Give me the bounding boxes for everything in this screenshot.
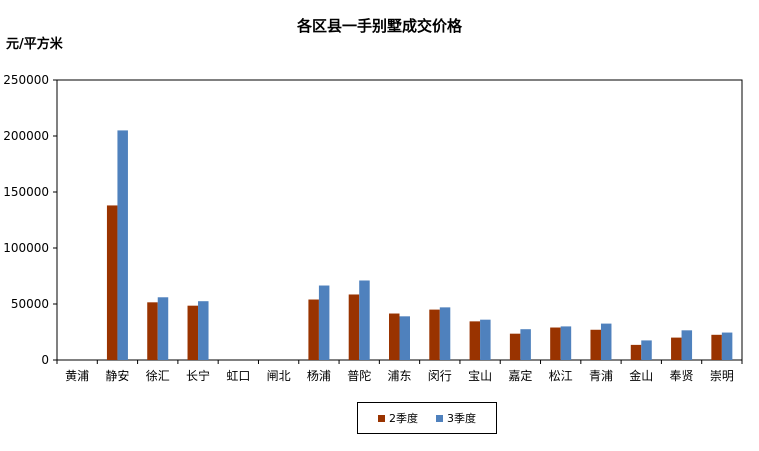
x-tick-label: 青浦 [589, 369, 613, 383]
x-tick-label: 宝山 [468, 369, 492, 383]
bar-q2-松江 [550, 327, 561, 360]
bar-q2-闵行 [429, 309, 440, 360]
chart-title: 各区县一手别墅成交价格 [296, 17, 462, 35]
legend-item-q3: 3季度 [436, 410, 476, 426]
y-tick-label: 50000 [11, 297, 49, 311]
bar-q3-静安 [117, 130, 128, 360]
y-tick-label: 0 [41, 353, 49, 367]
legend: 2季度 3季度 [357, 402, 497, 434]
y-tick-label: 200000 [3, 129, 49, 143]
x-tick-label: 杨浦 [307, 368, 331, 383]
x-tick-label: 嘉定 [508, 368, 532, 383]
x-tick-label: 闸北 [267, 369, 291, 383]
x-tick-label: 静安 [105, 368, 129, 383]
x-tick-label: 长宁 [186, 368, 210, 383]
bar-q2-金山 [630, 344, 642, 360]
legend-swatch-q2 [378, 414, 385, 422]
legend-item-q2: 2季度 [378, 410, 418, 426]
bar-q3-杨浦 [318, 285, 330, 360]
bar-q2-宝山 [469, 321, 481, 360]
legend-label-q3: 3季度 [447, 412, 476, 425]
x-tick-label: 黄浦 [65, 369, 89, 383]
bar-q3-普陀 [359, 280, 370, 360]
bar-q3-闵行 [439, 307, 451, 360]
bar-q2-静安 [106, 205, 118, 360]
legend-label-q2: 2季度 [389, 412, 418, 425]
bar-q2-崇明 [711, 334, 722, 360]
x-tick-label: 崇明 [710, 369, 734, 383]
y-axis-unit-label: 元/平方米 [6, 37, 63, 52]
x-tick-label: 虹口 [226, 369, 250, 383]
bar-q3-青浦 [600, 323, 612, 360]
bar-q3-松江 [560, 326, 572, 360]
bar-q2-青浦 [590, 329, 601, 360]
x-tick-label: 徐汇 [146, 368, 170, 383]
x-tick-label: 闵行 [428, 368, 452, 383]
bar-q3-长宁 [198, 301, 209, 360]
bar-q2-浦东 [389, 313, 400, 360]
x-tick-label: 金山 [629, 368, 653, 383]
bar-q2-嘉定 [509, 333, 521, 360]
bar-q2-长宁 [187, 305, 199, 360]
bar-q2-杨浦 [308, 299, 319, 360]
bar-q3-宝山 [480, 319, 491, 360]
y-tick-label: 150000 [3, 185, 49, 199]
bar-q3-金山 [641, 340, 652, 360]
bar-q2-普陀 [348, 294, 360, 360]
x-tick-label: 奉贤 [670, 369, 694, 383]
y-tick-label: 100000 [3, 241, 49, 255]
y-tick-label: 250000 [3, 73, 49, 87]
bar-q2-徐汇 [147, 302, 158, 360]
bar-q3-崇明 [721, 332, 733, 360]
bar-q3-嘉定 [520, 329, 531, 360]
legend-swatch-q3 [436, 414, 443, 422]
bar-q3-徐汇 [157, 297, 169, 360]
bar-q3-奉贤 [681, 330, 693, 360]
x-tick-label: 浦东 [387, 369, 411, 383]
bar-q3-浦东 [399, 316, 410, 360]
x-tick-label: 松江 [549, 369, 573, 383]
x-tick-label: 普陀 [347, 368, 371, 383]
bar-q2-奉贤 [671, 337, 682, 360]
